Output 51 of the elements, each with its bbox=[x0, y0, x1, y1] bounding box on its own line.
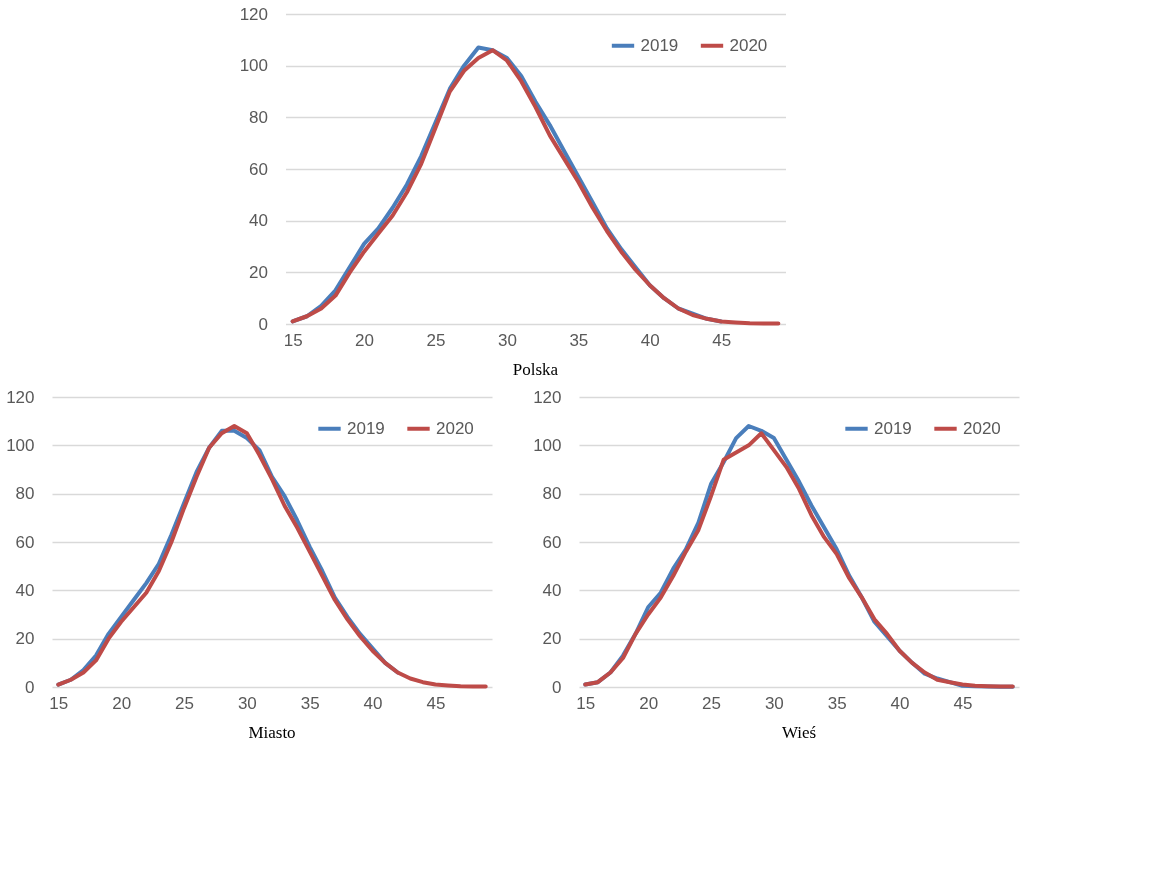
y-tick-label: 20 bbox=[15, 629, 35, 649]
y-tick-label: 40 bbox=[542, 580, 562, 600]
x-tick-label: 35 bbox=[827, 693, 847, 713]
y-tick-label: 80 bbox=[15, 484, 35, 504]
legend-label: 2020 bbox=[963, 418, 1001, 438]
y-tick-label: 40 bbox=[249, 211, 268, 231]
y-tick-label: 60 bbox=[542, 532, 562, 552]
x-tick-label: 15 bbox=[49, 693, 69, 713]
y-tick-label: 120 bbox=[239, 4, 268, 24]
y-tick-label: 20 bbox=[542, 629, 562, 649]
y-tick-label: 60 bbox=[249, 159, 268, 179]
x-tick-label: 15 bbox=[576, 693, 596, 713]
x-tick-label: 40 bbox=[363, 693, 383, 713]
text: Polska bbox=[512, 360, 559, 379]
x-tick-label: 25 bbox=[426, 330, 446, 350]
legend-label: 2019 bbox=[347, 418, 385, 438]
x-tick-label: 20 bbox=[355, 330, 375, 350]
text: Wieś bbox=[781, 723, 817, 742]
x-tick-label: 45 bbox=[953, 693, 973, 713]
legend-label: 2019 bbox=[640, 35, 679, 55]
legend-label: 2019 bbox=[874, 418, 912, 438]
y-tick-label: 60 bbox=[15, 532, 35, 552]
y-tick-label: 120 bbox=[533, 387, 562, 407]
y-tick-label: 100 bbox=[239, 56, 268, 76]
x-tick-label: 15 bbox=[283, 330, 303, 350]
y-tick-label: 120 bbox=[6, 387, 35, 407]
x-tick-label: 30 bbox=[237, 693, 257, 713]
y-tick-label: 0 bbox=[25, 677, 35, 697]
x-tick-label: 30 bbox=[764, 693, 784, 713]
x-tick-label: 35 bbox=[300, 693, 320, 713]
y-tick-label: 0 bbox=[552, 677, 562, 697]
x-tick-label: 40 bbox=[640, 330, 660, 350]
x-tick-label: 25 bbox=[175, 693, 194, 713]
x-tick-label: 45 bbox=[426, 693, 446, 713]
y-tick-label: 40 bbox=[15, 580, 35, 600]
x-tick-label: 25 bbox=[702, 693, 721, 713]
y-tick-label: 100 bbox=[6, 435, 35, 455]
x-tick-label: 20 bbox=[112, 693, 132, 713]
legend-label: 2020 bbox=[436, 418, 474, 438]
y-tick-label: 20 bbox=[249, 262, 268, 282]
text: Miasto bbox=[248, 723, 296, 742]
y-tick-label: 0 bbox=[258, 314, 268, 334]
legend-label: 2020 bbox=[729, 35, 768, 55]
x-tick-label: 45 bbox=[712, 330, 732, 350]
x-tick-label: 20 bbox=[639, 693, 659, 713]
x-tick-label: 30 bbox=[497, 330, 517, 350]
x-tick-label: 40 bbox=[890, 693, 910, 713]
x-tick-label: 35 bbox=[569, 330, 589, 350]
y-tick-label: 80 bbox=[249, 107, 268, 127]
y-tick-label: 80 bbox=[542, 484, 562, 504]
y-tick-label: 100 bbox=[533, 435, 562, 455]
